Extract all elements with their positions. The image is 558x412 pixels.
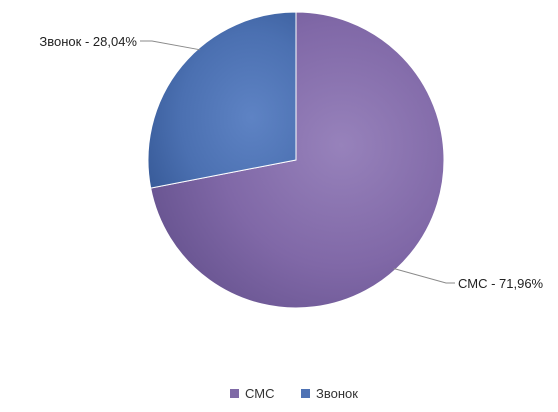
pie-slice-call[interactable]	[147, 11, 297, 189]
pie-labels: СМС - 71,96% Звонок - 28,04%	[39, 34, 543, 291]
data-label-call: Звонок - 28,04%	[39, 34, 137, 49]
pie-slice-sms[interactable]	[150, 11, 445, 309]
data-label-sms: СМС - 71,96%	[458, 276, 544, 291]
leader-line-call	[140, 40, 201, 51]
pie-slices	[147, 11, 445, 309]
legend: СМС Звонок	[230, 386, 358, 401]
leader-line-sms	[393, 268, 455, 284]
legend-label-sms: СМС	[245, 386, 274, 401]
legend-swatch-call	[301, 389, 310, 398]
legend-swatch-sms	[230, 389, 239, 398]
legend-label-call: Звонок	[316, 386, 358, 401]
